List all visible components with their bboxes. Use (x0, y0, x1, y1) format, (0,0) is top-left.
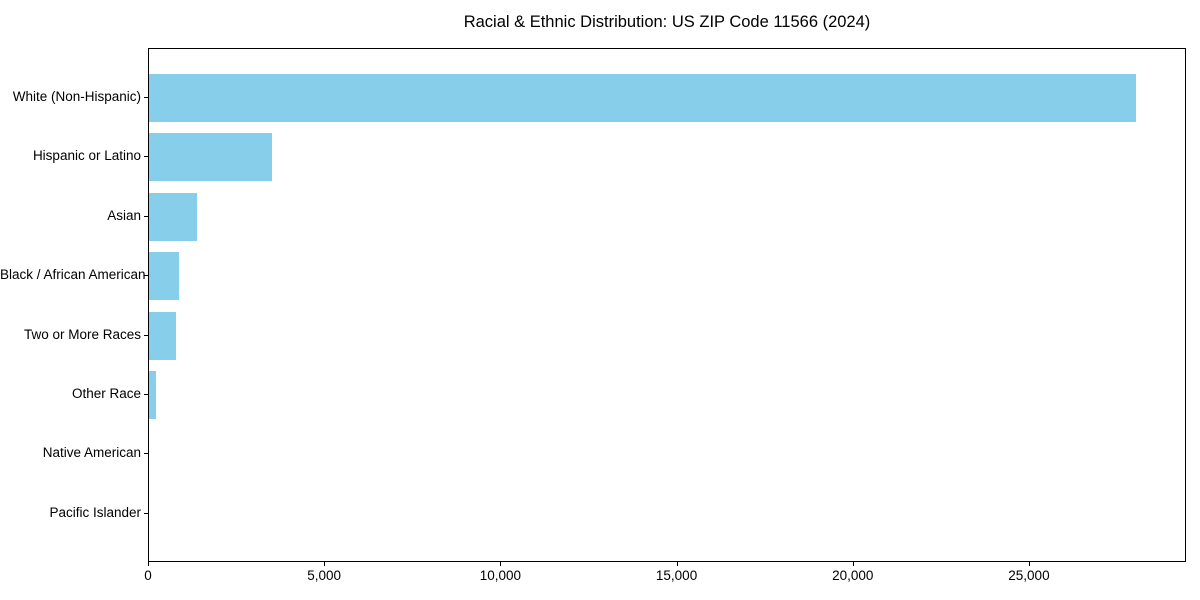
y-tick-label-native-american: Native American (42, 445, 141, 461)
plot-area (148, 48, 1186, 562)
x-tick-label-15-000: 15,000 (655, 568, 698, 583)
x-tick-mark (148, 562, 149, 566)
bar-asian (149, 192, 197, 241)
x-tick-mark (676, 562, 678, 566)
y-tick-mark (144, 275, 148, 277)
y-tick-label-pacific-islander: Pacific Islander (49, 504, 141, 520)
x-tick-mark (500, 562, 502, 566)
bar-two-or-more-races (149, 311, 177, 360)
x-tick-label-20-000: 20,000 (832, 568, 874, 583)
bar-black-african-american (149, 252, 179, 301)
y-tick-label-two-or-more-races: Two or More Races (23, 326, 141, 342)
y-tick-mark (144, 512, 148, 514)
y-tick-mark (144, 156, 148, 158)
chart-title: Racial & Ethnic Distribution: US ZIP Cod… (463, 13, 871, 31)
bar-white-non-hispanic (149, 74, 1136, 122)
x-tick-mark (1028, 562, 1030, 566)
y-tick-mark (144, 394, 148, 395)
y-tick-label-hispanic-or-latino: Hispanic or Latino (32, 148, 141, 164)
x-tick-label-10-000: 10,000 (479, 568, 522, 583)
x-tick-mark (852, 562, 854, 566)
bar-other-race (149, 371, 157, 419)
x-tick-label-0: 0 (144, 568, 152, 583)
y-tick-label-other-race: Other Race (71, 386, 141, 401)
x-tick-label-5-000: 5,000 (307, 568, 342, 583)
y-tick-mark (144, 97, 148, 98)
y-tick-label-asian: Asian (107, 207, 141, 223)
y-tick-mark (144, 453, 148, 455)
y-tick-mark (144, 215, 148, 217)
bar-hispanic-or-latino (149, 133, 273, 182)
y-tick-label-black-african-american: Black / African American (0, 267, 146, 283)
y-tick-mark (144, 334, 148, 336)
x-tick-mark (324, 562, 326, 566)
y-tick-label-white-non-hispanic: White (Non-Hispanic) (12, 89, 141, 104)
x-tick-label-25-000: 25,000 (1008, 568, 1050, 583)
